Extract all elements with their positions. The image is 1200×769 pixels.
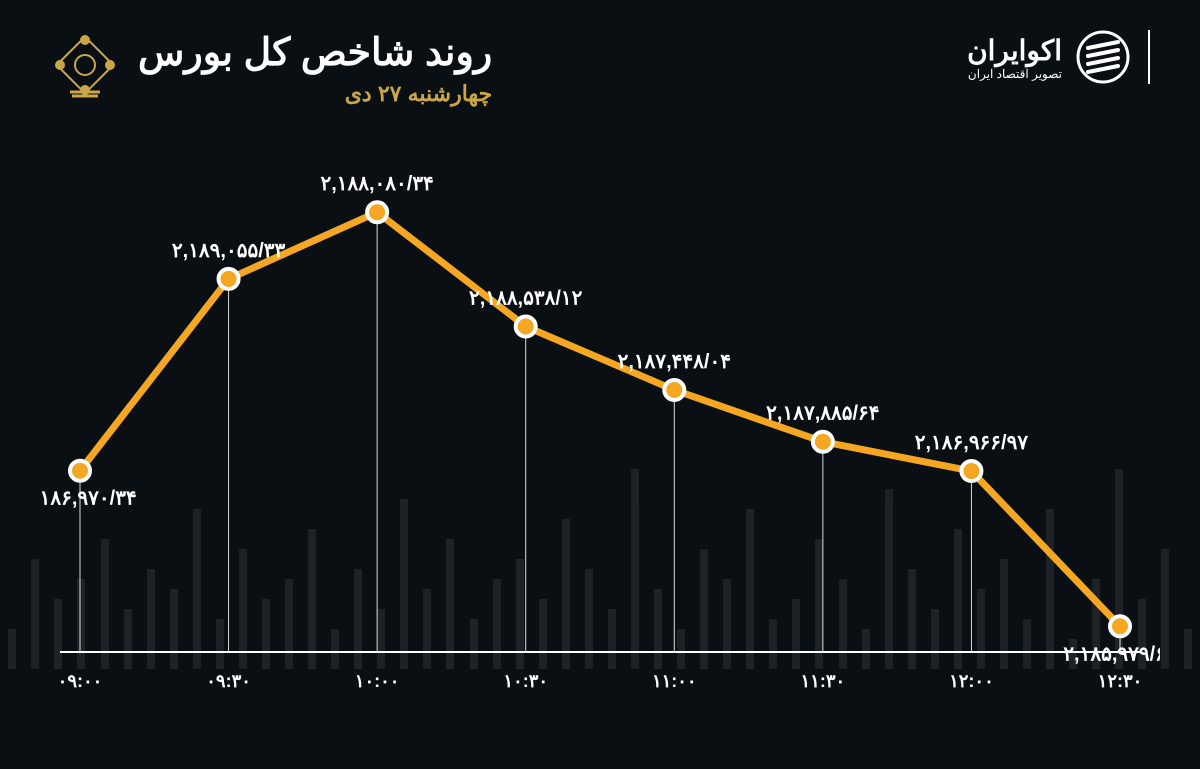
x-tick-label: ۱۱:۳۰ <box>801 671 846 691</box>
value-label: ۲,۱۸۶,۹۶۶/۹۷ <box>915 432 1029 454</box>
data-point <box>664 380 684 400</box>
x-tick-label: ۱۰:۰۰ <box>355 671 400 691</box>
x-tick-label: ۰۹:۰۰ <box>58 671 103 691</box>
data-point <box>219 269 239 289</box>
date-label: چهارشنبه ۲۷ دی <box>138 81 492 107</box>
x-tick-label: ۱۲:۳۰ <box>1098 671 1143 691</box>
value-label: ۲,۱۸۸,۰۸۰/۳۴ <box>320 173 433 195</box>
x-tick-label: ۰۹:۳۰ <box>206 671 251 691</box>
value-label: ۲,۱۸۶,۹۷۰/۳۴ <box>40 488 137 510</box>
data-point <box>367 202 387 222</box>
brand-name: اکوایران <box>967 34 1062 67</box>
x-tick-label: ۱۲:۰۰ <box>949 671 994 691</box>
value-label: ۲,۱۸۷,۴۴۸/۰۴ <box>618 351 731 373</box>
page-title: روند شاخص کل بورس <box>138 30 492 75</box>
value-label: ۲,۱۸۷,۸۸۵/۶۴ <box>766 403 879 425</box>
title-block: روند شاخص کل بورس چهارشنبه ۲۷ دی <box>50 30 492 107</box>
line-chart: ۰۹:۰۰ ۰۹:۳۰ ۱۰:۰۰ ۱۰:۳۰ ۱۱:۰۰ ۱۱:۳۰ ۱۲:۰۰ ۱۲:۳۰… <box>40 160 1160 724</box>
header: اکوایران تصویر اقتصاد ایران روند شاخص کل… <box>0 0 1200 117</box>
brand-block: اکوایران تصویر اقتصاد ایران <box>967 30 1150 84</box>
x-tick-label: ۱۱:۰۰ <box>652 671 697 691</box>
data-point <box>70 461 90 481</box>
x-tick-label: ۱۰:۳۰ <box>503 671 548 691</box>
data-point <box>813 432 833 452</box>
data-point <box>516 316 536 336</box>
value-label: ۲,۱۸۹,۰۵۵/۳۳ <box>172 240 286 262</box>
ecoiran-logo-icon <box>1076 30 1130 84</box>
chart-area: ۰۹:۰۰ ۰۹:۳۰ ۱۰:۰۰ ۱۰:۳۰ ۱۱:۰۰ ۱۱:۳۰ ۱۲:۰۰ ۱۲:۳۰… <box>40 160 1160 724</box>
value-label: ۲,۱۸۸,۵۳۸/۱۲ <box>469 287 583 309</box>
data-point <box>1110 616 1130 636</box>
value-label: ۲,۱۸۵,۹۷۹/۶۱ <box>1063 643 1160 665</box>
exchange-emblem-icon <box>50 30 120 100</box>
data-point <box>961 461 981 481</box>
brand-tagline: تصویر اقتصاد ایران <box>967 67 1062 81</box>
